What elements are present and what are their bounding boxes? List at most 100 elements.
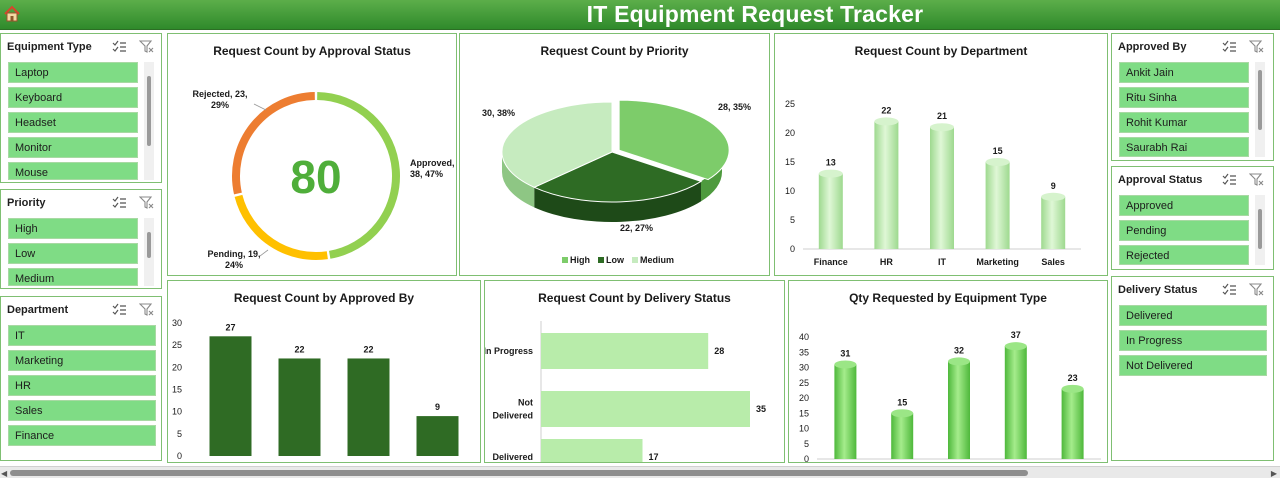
clear-filter-icon[interactable] xyxy=(139,40,154,54)
multi-select-icon[interactable] xyxy=(1222,283,1237,297)
slicer-item[interactable]: Finance xyxy=(8,425,156,446)
slicer-title: Equipment Type xyxy=(7,41,92,53)
clear-filter-icon[interactable] xyxy=(139,303,154,317)
slicer-scrollbar[interactable] xyxy=(144,62,154,180)
data-label: 37 xyxy=(1011,330,1021,340)
slicer-item[interactable]: Medium xyxy=(8,268,138,286)
chart-title: Request Count by Department xyxy=(854,44,1028,58)
y-tick-label: Delivered xyxy=(492,411,533,421)
scrollbar-thumb[interactable] xyxy=(10,470,1028,476)
slicer-title: Department xyxy=(7,304,69,316)
data-label: 22, 27% xyxy=(620,223,653,233)
slicer-item[interactable]: Saurabh Rai xyxy=(1119,137,1249,157)
data-label: 22 xyxy=(294,344,304,354)
data-label: 15 xyxy=(897,397,907,407)
approved-by-bar-panel: Request Count by Approved By 0 5 10 15 20 25 3… xyxy=(167,280,481,463)
priority-pie-panel: Request Count by Priority 28, 35% 22, 27%… xyxy=(459,33,770,276)
slicer-title: Delivery Status xyxy=(1118,284,1198,296)
scroll-right-icon[interactable]: ▶ xyxy=(1270,469,1277,478)
priority-pie-chart: 28, 35% 22, 27% 30, 38% High Low Medium xyxy=(482,99,751,265)
slicer-item[interactable]: Ankit Jain xyxy=(1119,62,1249,83)
slicer-scrollbar[interactable] xyxy=(1255,195,1265,265)
slicer-item[interactable]: Rejected xyxy=(1119,245,1249,265)
slicer-item[interactable]: In Progress xyxy=(1119,330,1267,351)
pie-slice-high xyxy=(618,99,730,181)
data-label: 29% xyxy=(211,100,229,110)
clear-filter-icon[interactable] xyxy=(139,196,154,210)
approved-by-bar-chart: 0 5 10 15 20 25 30 27 22 22 9 xyxy=(172,318,459,461)
multi-select-icon[interactable] xyxy=(1222,173,1237,187)
slicer-item[interactable]: Pending xyxy=(1119,220,1249,241)
bar xyxy=(834,364,857,459)
slicer-item[interactable]: Rohit Kumar xyxy=(1119,112,1249,133)
data-label: 24% xyxy=(225,260,243,270)
bar xyxy=(278,358,321,456)
y-tick-label: 30 xyxy=(172,318,182,328)
donut-segment-approved xyxy=(317,92,400,259)
approval-status-slicer: Approval Status Approved Pending Rejecte… xyxy=(1111,166,1274,270)
slicer-item[interactable]: High xyxy=(8,218,138,239)
data-label: 15 xyxy=(993,146,1003,156)
slicer-item[interactable]: Sales xyxy=(8,400,156,421)
bar-cap xyxy=(985,158,1010,166)
slicer-item[interactable]: Keyboard xyxy=(8,87,138,108)
slicer-item[interactable]: Laptop xyxy=(8,62,138,83)
y-tick-label: 0 xyxy=(790,244,795,254)
donut-center-total: 80 xyxy=(290,151,341,203)
slicer-item[interactable]: Mouse xyxy=(8,162,138,180)
bar xyxy=(541,439,643,462)
y-tick-label: In Progress xyxy=(485,346,533,356)
pie-slice-medium xyxy=(501,101,613,188)
multi-select-icon[interactable] xyxy=(1222,40,1237,54)
slicer-item[interactable]: Headset xyxy=(8,112,138,133)
page-title: IT Equipment Request Tracker xyxy=(586,1,924,27)
slicer-item[interactable]: Low xyxy=(8,243,138,264)
y-tick-label: Not xyxy=(518,398,533,408)
bar xyxy=(948,361,970,459)
slicer-scrollbar[interactable] xyxy=(1255,62,1265,157)
x-tick-label: IT xyxy=(938,257,947,267)
multi-select-icon[interactable] xyxy=(112,40,127,54)
data-label: 22 xyxy=(881,105,891,115)
legend-swatch-high xyxy=(562,257,568,263)
equipment-type-slicer: Equipment Type Laptop Keyboard Headset M… xyxy=(0,33,162,183)
clear-filter-icon[interactable] xyxy=(1249,40,1264,54)
multi-select-icon[interactable] xyxy=(112,303,127,317)
data-label: 28 xyxy=(714,346,724,356)
slicer-scrollbar[interactable] xyxy=(144,218,154,286)
y-tick-label: 15 xyxy=(172,385,182,395)
slicer-item[interactable]: HR xyxy=(8,375,156,396)
pie-side-medium xyxy=(502,152,535,208)
slicer-item[interactable]: Monitor xyxy=(8,137,138,158)
y-tick-label: 5 xyxy=(177,429,182,439)
bar xyxy=(541,391,750,427)
slicer-item[interactable]: Delivered xyxy=(1119,305,1267,326)
bar xyxy=(347,358,390,456)
y-tick-label: 20 xyxy=(172,362,182,372)
donut-segment-rejected xyxy=(232,92,315,195)
x-tick-label: HR xyxy=(880,257,893,267)
data-label: Rejected, 23, xyxy=(192,89,247,99)
slicer-item[interactable]: Approved xyxy=(1119,195,1249,216)
slicer-item[interactable]: Marketing xyxy=(8,350,156,371)
x-tick-label: Sales xyxy=(1041,257,1065,267)
horizontal-scrollbar[interactable]: ◀ ▶ xyxy=(0,466,1280,478)
y-tick-label: 10 xyxy=(172,407,182,417)
slicer-item[interactable]: Ritu Sinha xyxy=(1119,87,1249,108)
data-label: 9 xyxy=(435,402,440,412)
data-label: 21 xyxy=(937,111,947,121)
data-label: 23 xyxy=(1068,373,1078,383)
data-label: 30, 38% xyxy=(482,108,515,118)
data-label: 28, 35% xyxy=(718,102,751,112)
slicer-item[interactable]: IT xyxy=(8,325,156,346)
slicer-title: Approved By xyxy=(1118,41,1187,53)
chart-title: Request Count by Approved By xyxy=(233,291,415,305)
home-icon[interactable] xyxy=(3,5,21,23)
bar-cap xyxy=(948,357,970,366)
clear-filter-icon[interactable] xyxy=(1249,283,1264,297)
slicer-item[interactable]: Not Delivered xyxy=(1119,355,1267,376)
clear-filter-icon[interactable] xyxy=(1249,173,1264,187)
scroll-left-icon[interactable]: ◀ xyxy=(1,469,8,478)
multi-select-icon[interactable] xyxy=(112,196,127,210)
priority-slicer: Priority High Low Medium xyxy=(0,189,162,289)
